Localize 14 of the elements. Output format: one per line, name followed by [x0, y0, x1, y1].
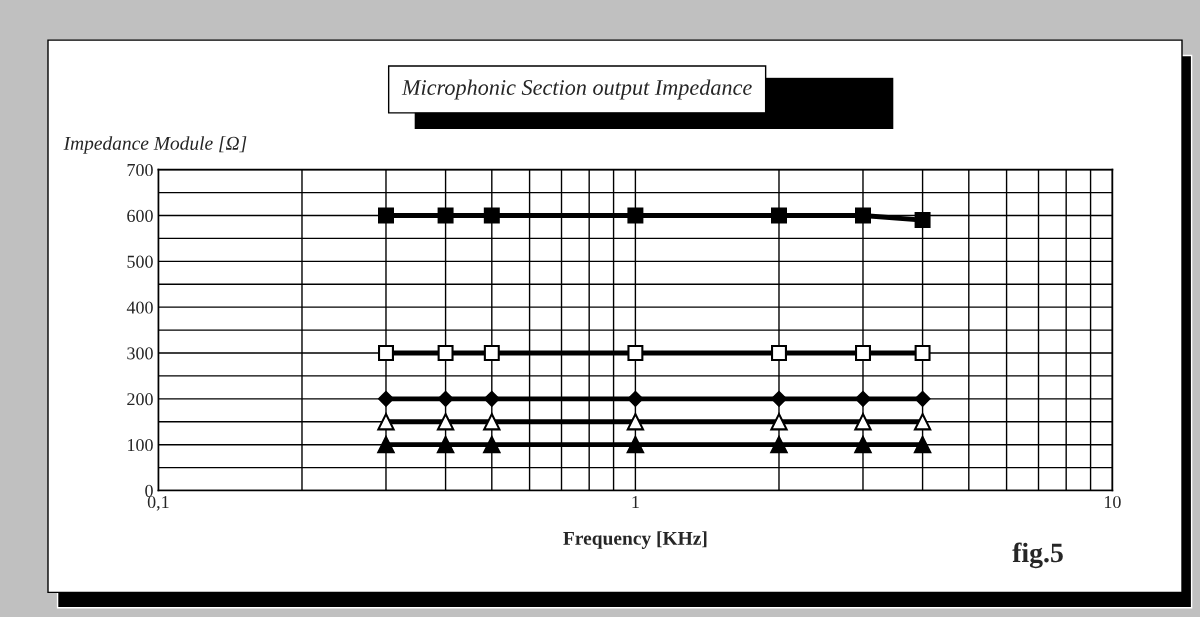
- y-tick-label: 200: [127, 393, 153, 406]
- y-tick-label: 0: [145, 484, 153, 497]
- y-axis-title: Impedance Module [Ω]: [63, 136, 247, 154]
- x-tick-label: 1: [632, 495, 639, 508]
- y-tick-label: 400: [126, 301, 153, 314]
- x-axis-title: Frequency [KHz]: [563, 531, 707, 549]
- y-tick-label: 300: [127, 347, 153, 360]
- caption: fig.5: [1012, 542, 1063, 569]
- y-tick-label: 700: [127, 163, 153, 177]
- x-tick-label: 10: [1104, 495, 1121, 509]
- y-tick-label: 500: [127, 255, 153, 268]
- chart-title: Microphonic Section output Impedance: [401, 79, 752, 100]
- y-tick-label: 100: [128, 438, 153, 452]
- y-tick-label: 600: [127, 209, 153, 222]
